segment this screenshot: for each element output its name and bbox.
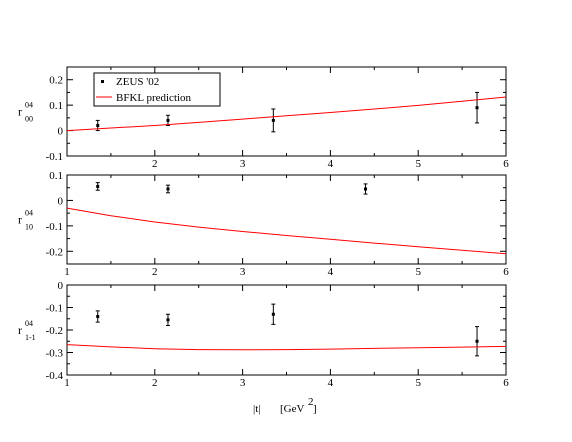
y-axis-label-main: r [18,323,22,337]
legend-label-bfkl: BFKL prediction [116,92,192,104]
series-line-bfkl [66,96,507,132]
x-tick-label: 3 [240,377,246,389]
y-tick-label: 0 [58,126,64,138]
y-tick-label: 0.1 [49,100,63,112]
x-axis-label-unit-sup: 2 [308,396,314,408]
data-marker [271,118,275,122]
data-point [475,91,480,124]
y-axis-label-sub: 1-1 [25,333,36,342]
data-point [165,114,170,126]
x-tick-label: 6 [503,266,509,278]
panel-2: 1 2 3 4 5 6 -0.2 -0.1 0 0.1 r 04 10 [18,170,509,278]
data-point [165,313,170,326]
y-axis-label: r 04 00 [18,101,33,124]
x-tick-label: 4 [328,158,334,170]
panel-1: 2 3 4 5 6 -0.1 0 0.1 0.2 r 04 00 ZEUS '02 BFKL predic… [18,66,509,170]
x-tick-label: 1 [64,266,70,278]
data-marker [96,315,100,318]
y-tick-label: 0.2 [49,75,63,87]
x-tick-label: 3 [240,266,246,278]
series-line-bfkl [66,344,507,351]
y-axis-label-sub: 00 [25,115,33,124]
x-tick-label: 4 [328,377,334,389]
y-tick-label: -0.2 [46,325,63,337]
y-tick-label: -0.1 [46,303,63,315]
x-tick-label: 1 [64,377,70,389]
y-axis-label: r 04 10 [18,209,33,232]
data-point [475,326,480,357]
legend-marker-zeus [101,80,104,83]
x-tick-label: 6 [503,377,509,389]
data-marker [364,187,368,191]
x-axis-label: |t| [GeV 2] [253,396,317,415]
y-tick-label: 0.1 [49,170,63,182]
legend-label-zeus: ZEUS '02 [116,76,159,88]
plot-frame [66,284,507,376]
y-tick-label: -0.1 [46,221,63,233]
data-marker [96,123,100,127]
y-axis-label-main: r [18,213,22,227]
y-axis-label-sup: 04 [25,101,33,110]
data-marker [271,312,275,316]
y-tick-label: 0 [58,280,64,292]
y-tick-label: -0.2 [46,246,63,258]
data-marker [166,187,170,191]
data-point [95,310,100,323]
y-tick-label: -0.3 [46,348,64,360]
data-marker [475,339,479,343]
data-marker [166,118,170,122]
data-point [271,303,276,325]
x-tick-label: 5 [415,266,421,278]
y-axis-label: r 04 1-1 [18,319,36,342]
x-tick-label: 5 [415,158,421,170]
x-tick-label: 2 [152,158,158,170]
series-line-bfkl [66,207,507,255]
legend-box [93,72,221,107]
x-axis-label-unit-close: ] [313,403,317,415]
data-point [95,182,100,191]
x-tick-label: 5 [415,377,421,389]
y-axis-label-sup: 04 [25,209,33,218]
y-axis-label-sub: 10 [25,223,33,232]
y-tick-label: 0 [58,195,64,207]
y-tick-label: -0.4 [46,370,64,382]
data-marker [166,318,170,322]
x-tick-label: 4 [328,266,334,278]
plot-frame [66,174,507,265]
x-tick-label: 3 [240,158,246,170]
data-marker [475,106,479,110]
x-tick-label: 2 [152,266,158,278]
x-axis-label-variable: |t| [253,403,260,415]
x-tick-label: 6 [503,158,509,170]
legend: ZEUS '02 BFKL prediction [93,72,221,107]
data-point [271,108,276,133]
x-axis-label-unit: [GeV [280,403,304,415]
data-point [363,183,368,195]
data-marker [96,184,100,188]
panel-3: 1 2 3 4 5 6 -0.4 -0.3 -0.2 -0.1 0 r 04 1-1 |t| [GeV 2] [18,280,509,415]
y-axis-label-main: r [18,105,22,119]
y-tick-label: -0.1 [46,151,63,163]
data-point [165,184,170,194]
x-tick-label: 2 [152,377,158,389]
y-axis-label-sup: 04 [25,319,33,328]
